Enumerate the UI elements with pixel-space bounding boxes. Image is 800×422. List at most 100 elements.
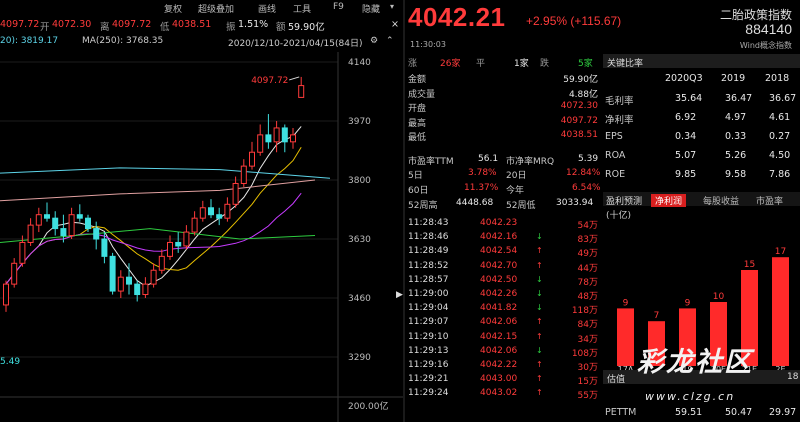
col-2020q3: 2020Q3 bbox=[665, 73, 703, 84]
panel-divider[interactable] bbox=[403, 0, 405, 422]
profit-bar bbox=[772, 257, 789, 366]
y-tick-label: 4140 bbox=[348, 58, 371, 68]
tick-arrow: ↑ bbox=[536, 360, 543, 369]
candle bbox=[142, 277, 149, 298]
d60-label: 60日 bbox=[408, 186, 429, 196]
chevron-down-icon[interactable]: ▾ bbox=[390, 2, 395, 11]
ratio-value-2020: 0.34 bbox=[675, 131, 697, 142]
tick-volume: 83万 bbox=[577, 235, 598, 246]
forecast-tabs: 盈利预测 净利润 每股收益 市盈率 bbox=[603, 192, 800, 207]
chevron-up-icon[interactable]: ⌃ bbox=[386, 36, 394, 46]
candle bbox=[281, 124, 288, 153]
tab-eps[interactable]: 每股收益 bbox=[703, 197, 740, 207]
collapse-arrow-icon[interactable]: ▶ bbox=[396, 290, 403, 300]
tick-volume: 30万 bbox=[577, 363, 598, 373]
quote-time: 11:30:03 bbox=[410, 40, 446, 49]
tab-pe[interactable]: 市盈率 bbox=[756, 197, 784, 207]
pb-label: 市净率MRQ bbox=[506, 157, 555, 167]
tick-arrow: ↑ bbox=[536, 317, 543, 327]
tick-volume: 15万 bbox=[577, 377, 598, 388]
tick-time: 11:28:43 bbox=[408, 218, 449, 228]
profit-bar bbox=[741, 270, 758, 366]
d5-label: 5日 bbox=[408, 171, 423, 181]
tick-arrow: ↓ bbox=[536, 303, 543, 313]
ohlc-info-bar: 4097.72 开 4072.30 离 4097.72 低 4038.51 振 … bbox=[0, 17, 403, 33]
pe-ttm-label: PETTM bbox=[605, 407, 637, 418]
tick-row: 11:29:13 4042.06 ↓ 108万 bbox=[406, 346, 602, 359]
pe-value: 56.1 bbox=[478, 154, 499, 164]
candle bbox=[68, 207, 75, 239]
tick-price: 4043.02 bbox=[480, 388, 518, 399]
profit-bar-label: 9 bbox=[623, 298, 629, 308]
menu-tools[interactable]: 工具 bbox=[293, 5, 312, 15]
stat-value: 4038.51 bbox=[560, 130, 598, 140]
ratio-row: ROA 5.07 5.26 4.50 bbox=[603, 149, 800, 163]
menu-drawline[interactable]: 画线 bbox=[258, 5, 277, 15]
index-name: 二胎政策指数 bbox=[719, 8, 792, 22]
menu-hide[interactable]: 隐藏 bbox=[362, 5, 381, 15]
pb-value: 5.39 bbox=[578, 154, 599, 164]
tab-net-profit[interactable]: 净利润 bbox=[651, 194, 687, 207]
candle bbox=[273, 121, 280, 153]
close-icon[interactable]: × bbox=[391, 19, 399, 30]
valuation-title: 估值 bbox=[607, 375, 626, 385]
kline-chart[interactable]: 4140 3970 3800 3630 3460 3290 200.00亿 4097.72 5.… bbox=[0, 52, 403, 422]
high-marker-line bbox=[289, 76, 300, 81]
flat-count: 1家 bbox=[514, 59, 529, 69]
tick-price: 4042.22 bbox=[480, 360, 518, 370]
candle bbox=[216, 207, 223, 226]
lo52-value: 3033.94 bbox=[556, 198, 594, 208]
flat-label: 平 bbox=[476, 59, 486, 69]
stat-label: 金额 bbox=[408, 75, 427, 85]
candle bbox=[150, 263, 157, 288]
tick-row: 11:29:16 4042.22 ↑ 30万 bbox=[406, 360, 602, 373]
candle bbox=[199, 200, 206, 222]
candle bbox=[208, 199, 214, 219]
tick-row: 11:28:49 4042.54 ↑ 49万 bbox=[406, 246, 602, 259]
tab-forecast[interactable]: 盈利预测 bbox=[606, 197, 643, 207]
tick-time: 11:29:21 bbox=[408, 374, 449, 385]
tick-volume: 55万 bbox=[577, 391, 598, 402]
candle bbox=[257, 124, 264, 156]
stat-label: 最高 bbox=[408, 118, 427, 129]
tick-volume: 108万 bbox=[571, 348, 598, 359]
menu-f9[interactable]: F9 bbox=[333, 2, 344, 12]
volume-scale-label: 200.00亿 bbox=[348, 400, 389, 412]
ma250-value: MA(250): 3768.35 bbox=[82, 36, 164, 46]
ratio-value-2018: 4.61 bbox=[769, 112, 791, 123]
y-tick-label: 3800 bbox=[348, 176, 371, 186]
stat-value: 4072.30 bbox=[560, 101, 598, 111]
profit-category-label: 19 bbox=[682, 365, 692, 374]
tick-volume: 48万 bbox=[577, 292, 598, 302]
menu-fuquan[interactable]: 复权 bbox=[164, 5, 183, 15]
candle bbox=[232, 176, 239, 208]
tick-arrow: ↓ bbox=[536, 345, 543, 355]
tick-price: 4041.82 bbox=[480, 303, 518, 314]
tick-row: 11:29:21 4043.00 ↑ 15万 bbox=[406, 374, 602, 387]
y-tick-label: 3290 bbox=[348, 353, 371, 363]
tick-volume: 78万 bbox=[577, 277, 598, 288]
tick-price: 4042.15 bbox=[480, 331, 518, 342]
lo52-label: 52周低 bbox=[506, 201, 536, 211]
low-value: 4038.51 bbox=[172, 19, 212, 30]
settings-icon[interactable]: ⚙ bbox=[370, 36, 379, 46]
amount-value: 59.90亿 bbox=[288, 22, 325, 33]
fall-count: 5家 bbox=[578, 59, 593, 69]
candle bbox=[117, 270, 124, 298]
tick-time: 11:28:49 bbox=[408, 246, 449, 257]
profit-category-label: 17A bbox=[618, 365, 634, 374]
ma250-line bbox=[0, 228, 316, 243]
tick-arrow: ↑ bbox=[536, 246, 543, 256]
stat-label: 最低 bbox=[408, 133, 427, 143]
key-ratios-panel: 关键比率 2020Q3 2019 2018 毛利率 35.64 36.47 36.67… bbox=[603, 52, 800, 422]
ratio-row: 毛利率 35.64 36.47 36.67 bbox=[603, 92, 800, 107]
ratio-value-2020: 5.07 bbox=[675, 150, 697, 161]
ytd-value: 6.54% bbox=[572, 183, 601, 193]
candle bbox=[175, 232, 182, 253]
candle bbox=[109, 252, 116, 295]
prev-label: 离 bbox=[100, 22, 110, 33]
ytd-label: 今年 bbox=[506, 186, 525, 196]
menu-super-overlay[interactable]: 超级叠加 bbox=[198, 5, 235, 15]
ratios-col-header: 2020Q3 2019 2018 bbox=[603, 72, 800, 86]
pe-row-1: 市盈率TTM 56.1 市净率MRQ 5.39 bbox=[406, 154, 602, 167]
